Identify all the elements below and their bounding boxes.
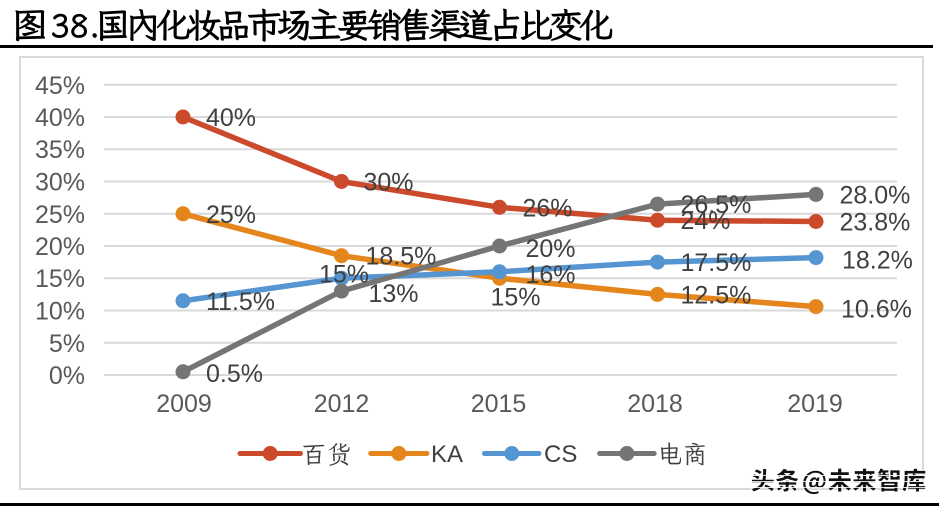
svg-text:15%: 15% — [319, 261, 369, 289]
svg-text:26.5%: 26.5% — [681, 191, 752, 219]
svg-text:23.8%: 23.8% — [840, 209, 911, 237]
svg-text:16%: 16% — [526, 261, 576, 289]
svg-text:5%: 5% — [49, 330, 85, 358]
svg-text:18.5%: 18.5% — [366, 243, 437, 271]
svg-text:26%: 26% — [523, 194, 573, 222]
svg-text:45%: 45% — [35, 72, 85, 100]
svg-text:CS: CS — [544, 441, 577, 468]
svg-text:2019: 2019 — [787, 390, 843, 418]
svg-text:2012: 2012 — [314, 390, 370, 418]
svg-text:30%: 30% — [364, 169, 414, 197]
svg-text:25%: 25% — [206, 201, 256, 229]
svg-text:11.5%: 11.5% — [206, 288, 275, 316]
svg-text:10%: 10% — [35, 298, 85, 326]
svg-text:24%: 24% — [681, 207, 731, 235]
svg-text:2018: 2018 — [627, 390, 683, 418]
svg-text:40%: 40% — [206, 104, 256, 132]
svg-text:28.0%: 28.0% — [840, 181, 911, 209]
svg-text:18.2%: 18.2% — [842, 247, 913, 275]
svg-text:13%: 13% — [369, 280, 419, 308]
svg-text:0.5%: 0.5% — [206, 360, 263, 388]
svg-text:25%: 25% — [35, 201, 85, 229]
svg-text:2009: 2009 — [156, 390, 212, 418]
svg-text:15%: 15% — [35, 265, 85, 293]
svg-text:2015: 2015 — [471, 390, 527, 418]
svg-text:40%: 40% — [35, 104, 85, 132]
svg-text:10.6%: 10.6% — [841, 296, 912, 324]
svg-text:KA: KA — [431, 441, 463, 468]
svg-text:0%: 0% — [49, 362, 85, 390]
svg-text:17.5%: 17.5% — [681, 249, 752, 277]
svg-text:20%: 20% — [35, 233, 85, 261]
svg-text:30%: 30% — [35, 169, 85, 197]
svg-text:15%: 15% — [490, 284, 540, 312]
svg-text:20%: 20% — [526, 235, 576, 263]
svg-text:35%: 35% — [35, 136, 85, 164]
svg-text:12.5%: 12.5% — [681, 281, 752, 309]
